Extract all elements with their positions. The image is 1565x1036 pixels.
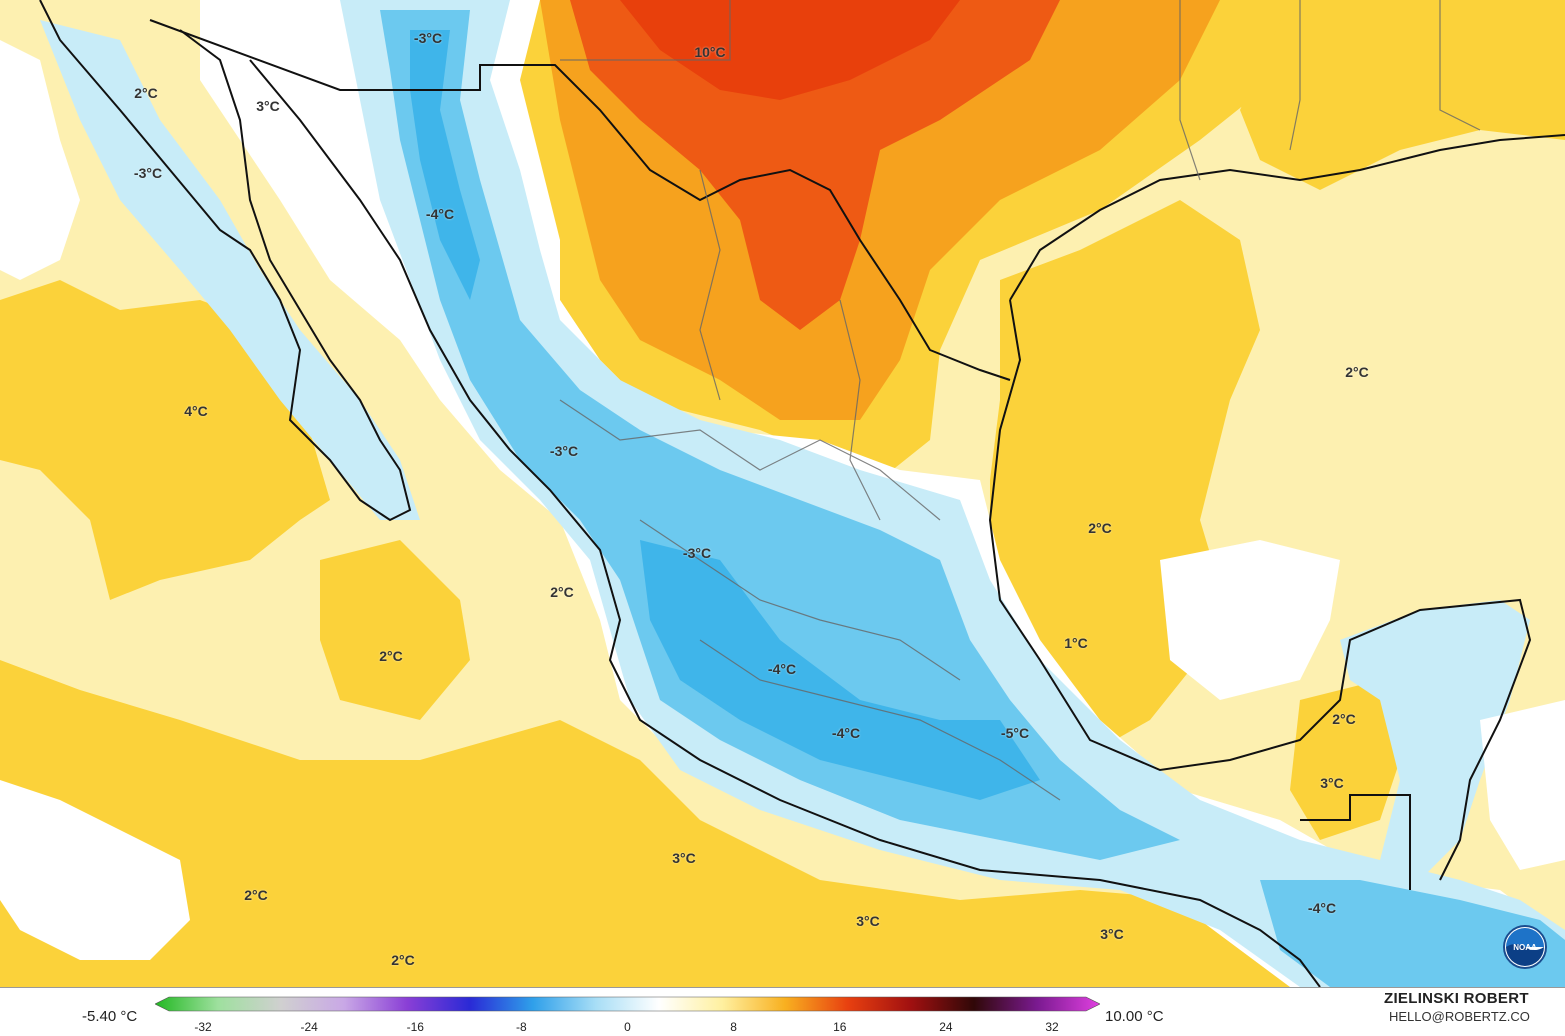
temperature-label: 2°C (379, 648, 403, 664)
noaa-logo-text: NOAA (1513, 943, 1537, 952)
yucatan-cold-zone (1340, 600, 1530, 880)
temperature-anomaly-map: -3°C 10°C 2°C 3°C -3°C -4°C 4°C 2°C -3°C 2°C -3°C 2… (0, 0, 1565, 987)
colorbar-tick-label: 16 (833, 1020, 847, 1034)
credit-author: ZIELINSKI ROBERT (1384, 990, 1529, 1007)
temperature-label: -4°C (831, 725, 861, 741)
temperature-label: 3°C (856, 913, 880, 929)
pacific-coastline (39, 0, 412, 522)
temperature-label: 2°C (1088, 520, 1112, 536)
temperature-label: 2°C (134, 85, 158, 101)
sierra-north-deep-blue-zone (410, 30, 480, 300)
temperature-label: 3°C (1100, 926, 1124, 942)
pacific-white-zone (0, 780, 190, 960)
temperature-label: 10°C (694, 44, 726, 60)
temperature-label: -3°C (682, 545, 712, 561)
mid-pacific-yellow-zone (320, 540, 470, 720)
colorbar-tick-label: -8 (516, 1020, 527, 1034)
colorbar-tick-label: -24 (300, 1020, 318, 1034)
temperature-label: 3°C (1320, 775, 1344, 791)
colorbar (155, 996, 1100, 1012)
legend-bar: -5.40 °C -32 -24 -16 -8 0 8 16 24 32 10.00 °C ZI… (0, 987, 1565, 1036)
state-border-3 (699, 639, 1061, 801)
temperature-label: 3°C (672, 850, 696, 866)
temperature-label: -5°C (1000, 725, 1030, 741)
temperature-label: -4°C (767, 661, 797, 677)
east-us-yellow-zone (1240, 0, 1565, 190)
state-border-1 (559, 399, 941, 521)
baja-cold-zone (40, 20, 420, 520)
temperature-label: 2°C (244, 887, 268, 903)
caribbean-yellow-zone (1290, 680, 1400, 840)
mainland-pacific-coastline (249, 59, 1321, 987)
colorbar-tick-label: 32 (1045, 1020, 1059, 1034)
pacific-west-white-zone (0, 40, 80, 280)
yucatan-white-zone (1160, 540, 1340, 700)
temperature-label: -3°C (133, 165, 163, 181)
temperature-label: -4°C (425, 206, 455, 222)
hot-core-zone (620, 0, 960, 100)
guatemala-border (1300, 794, 1411, 890)
temperature-label: -3°C (413, 30, 443, 46)
temperature-label: 2°C (1332, 711, 1356, 727)
temperature-label: 1°C (1064, 635, 1088, 651)
temperature-label: 4°C (184, 403, 208, 419)
state-borders (559, 0, 1481, 801)
state-border-2 (639, 519, 961, 681)
colorbar-tick-label: -32 (194, 1020, 212, 1034)
central-deep-blue-zone (640, 540, 1040, 800)
cold-regions (0, 0, 1565, 987)
temperature-label: 3°C (256, 98, 280, 114)
temperature-label: 2°C (391, 952, 415, 968)
coastlines-and-borders (39, 0, 1565, 987)
temperature-label: -3°C (549, 443, 579, 459)
pacific-south-yellow-zone (0, 660, 1290, 987)
guatemala-blue-zone (1260, 880, 1565, 987)
colorbar-tick-label: 8 (730, 1020, 737, 1034)
temperature-label: 2°C (550, 584, 574, 600)
pacific-yellow-zone (0, 280, 330, 600)
noaa-logo: NOAA (1503, 925, 1547, 969)
colorbar-tick-label: -16 (406, 1020, 424, 1034)
legend-min-value: -5.40 °C (82, 1008, 138, 1025)
temperature-label: 2°C (1345, 364, 1369, 380)
us-mexico-border (149, 19, 1011, 381)
hot-red-zone (570, 0, 1060, 330)
legend-max-value: 10.00 °C (1105, 1008, 1164, 1025)
state-border-5 (839, 299, 881, 521)
state-border-6 (1179, 0, 1201, 181)
gulf-coastline (988, 299, 1532, 881)
credit-email: HELLO@ROBERTZ.CO (1389, 1009, 1530, 1024)
state-border-8 (1439, 0, 1481, 131)
colorbar-tick-label: 24 (939, 1020, 953, 1034)
state-border-9 (560, 0, 731, 61)
state-border-7 (1289, 0, 1301, 151)
caribbean-white-zone (1480, 700, 1565, 870)
temperature-label: -4°C (1307, 900, 1337, 916)
state-border-4 (699, 169, 721, 401)
colorbar-tick-label: 0 (624, 1020, 631, 1034)
us-gulf-coastline (1009, 134, 1565, 301)
map-canvas (0, 0, 1565, 987)
